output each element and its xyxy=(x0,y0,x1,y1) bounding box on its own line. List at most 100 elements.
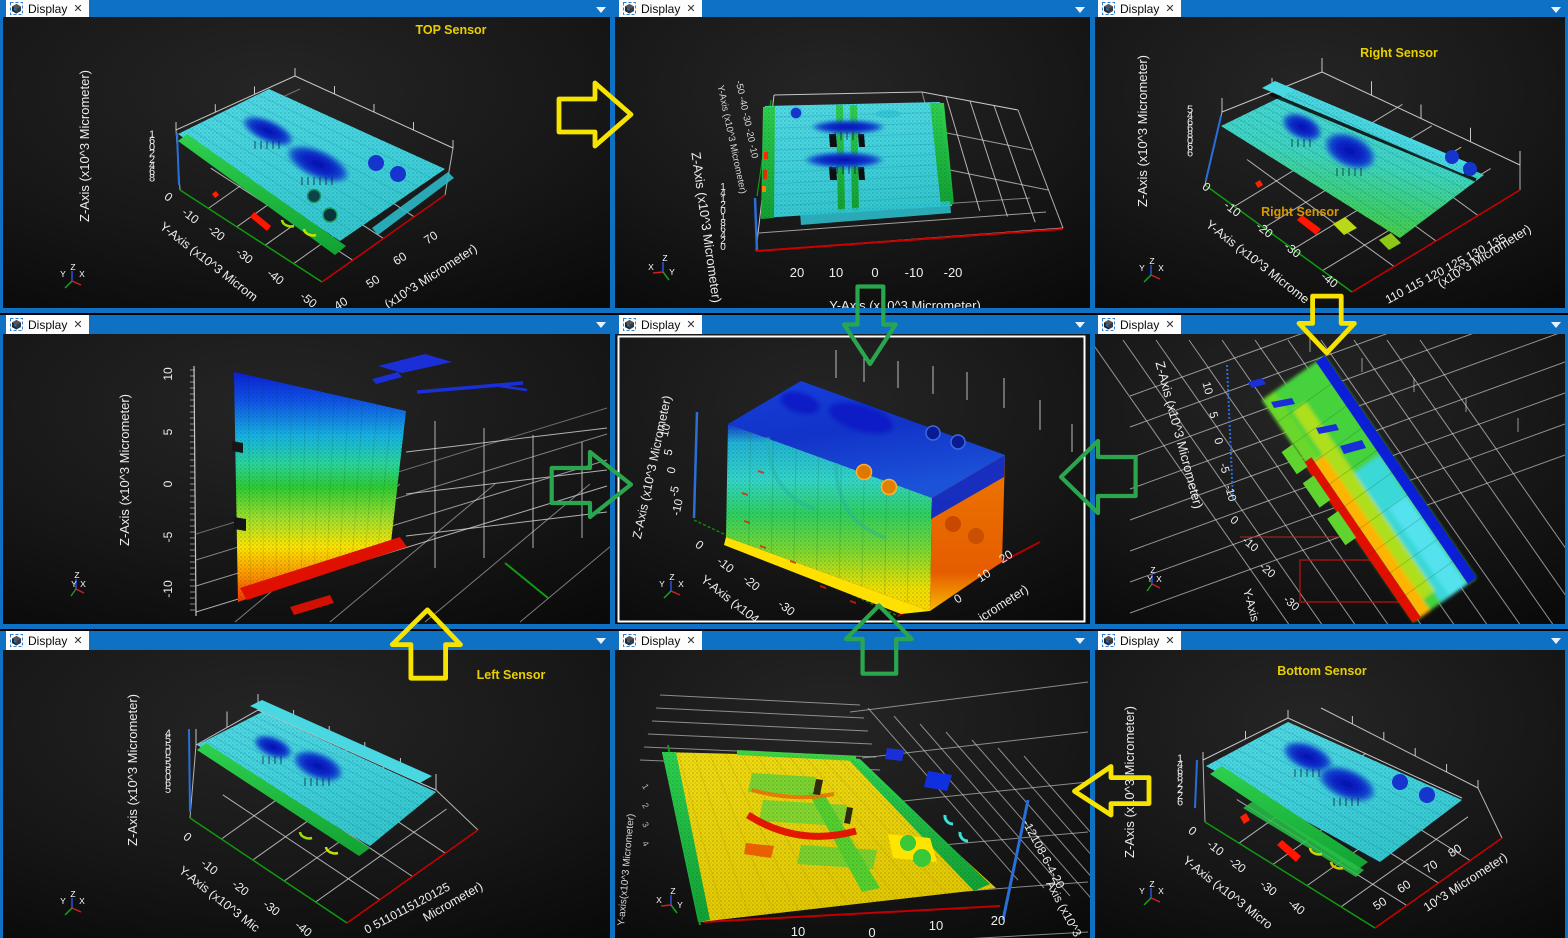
svg-text:-10: -10 xyxy=(670,498,685,517)
svg-text:TOP Sensor: TOP Sensor xyxy=(415,23,486,37)
svg-text:5: 5 xyxy=(161,428,175,435)
svg-text:X: X xyxy=(656,895,662,905)
svg-text:4: 4 xyxy=(1177,759,1183,771)
svg-text:2: 2 xyxy=(149,154,155,166)
svg-text:10: 10 xyxy=(659,423,673,438)
svg-text:5: 5 xyxy=(1187,104,1193,116)
svg-text:8: 8 xyxy=(149,172,155,184)
svg-text:Y: Y xyxy=(1139,886,1145,896)
svg-text:10: 10 xyxy=(791,924,805,938)
svg-text:20: 20 xyxy=(991,913,1005,928)
svg-text:6: 6 xyxy=(1177,765,1183,777)
svg-text:0: 0 xyxy=(666,466,679,475)
svg-text:-10: -10 xyxy=(161,580,175,598)
svg-text:4: 4 xyxy=(640,839,651,848)
svg-text:-20: -20 xyxy=(944,265,963,280)
svg-text:X: X xyxy=(1158,886,1164,896)
svg-text:6: 6 xyxy=(1187,147,1193,159)
svg-text:1: 1 xyxy=(149,129,155,141)
svg-text:Y: Y xyxy=(71,579,77,589)
svg-text:X: X xyxy=(1156,574,1162,584)
svg-text:Z: Z xyxy=(662,253,667,263)
svg-text:X: X xyxy=(648,262,654,272)
svg-text:Z: Z xyxy=(70,889,75,899)
svg-text:0: 0 xyxy=(1211,437,1224,446)
svg-text:Z: Z xyxy=(1150,565,1155,575)
svg-text:6: 6 xyxy=(165,778,171,790)
svg-text:2: 2 xyxy=(720,200,726,211)
svg-text:8: 8 xyxy=(720,218,726,229)
svg-text:Z: Z xyxy=(1149,256,1154,266)
svg-text:Y: Y xyxy=(659,579,665,589)
svg-text:5: 5 xyxy=(165,740,171,752)
svg-text:0: 0 xyxy=(161,480,175,487)
svg-text:Right Sensor: Right Sensor xyxy=(1261,205,1339,219)
svg-text:0: 0 xyxy=(149,141,155,153)
svg-text:1: 1 xyxy=(1177,753,1183,765)
svg-text:2: 2 xyxy=(640,801,651,810)
svg-text:5: 5 xyxy=(1206,411,1219,420)
svg-text:4: 4 xyxy=(720,230,726,241)
svg-text:0: 0 xyxy=(165,747,171,759)
svg-text:-5: -5 xyxy=(161,531,175,542)
svg-text:Y: Y xyxy=(60,269,66,279)
svg-text:3: 3 xyxy=(640,820,651,829)
svg-text:2: 2 xyxy=(1177,784,1183,796)
svg-text:2: 2 xyxy=(1177,778,1183,790)
svg-text:Y: Y xyxy=(60,896,66,906)
svg-text:10: 10 xyxy=(1199,380,1214,395)
svg-text:6: 6 xyxy=(149,135,155,147)
svg-text:Left Sensor: Left Sensor xyxy=(477,668,546,682)
svg-text:Bottom Sensor: Bottom Sensor xyxy=(1277,664,1367,678)
svg-text:2: 2 xyxy=(720,236,726,247)
svg-text:5: 5 xyxy=(165,753,171,765)
svg-text:6: 6 xyxy=(1187,123,1193,135)
svg-text:Y: Y xyxy=(1147,574,1153,584)
svg-text:1: 1 xyxy=(720,212,726,223)
svg-text:10: 10 xyxy=(161,367,175,381)
svg-text:X: X xyxy=(1158,263,1164,273)
svg-text:Z: Z xyxy=(670,886,675,896)
svg-text:5: 5 xyxy=(165,784,171,796)
svg-text:Z-Axis (x10^3 Micrometer): Z-Axis (x10^3 Micrometer) xyxy=(125,694,140,846)
svg-text:1: 1 xyxy=(720,194,726,205)
svg-text:5: 5 xyxy=(165,759,171,771)
svg-text:8: 8 xyxy=(1187,129,1193,141)
svg-text:0: 0 xyxy=(1187,135,1193,147)
svg-text:4: 4 xyxy=(720,188,726,199)
svg-text:5: 5 xyxy=(663,448,676,457)
svg-text:X: X xyxy=(678,579,684,589)
svg-text:X: X xyxy=(79,896,85,906)
svg-text:0: 0 xyxy=(868,925,875,938)
svg-text:5: 5 xyxy=(165,734,171,746)
svg-text:8: 8 xyxy=(1177,772,1183,784)
svg-text:6: 6 xyxy=(1187,141,1193,153)
svg-text:Y: Y xyxy=(669,267,675,277)
svg-text:Y-Axis (x10^3 Micrometer): Y-Axis (x10^3 Micrometer) xyxy=(829,298,981,308)
svg-text:Z-Axis (x10^3 Micrometer): Z-Axis (x10^3 Micrometer) xyxy=(1135,55,1150,207)
svg-text:-10: -10 xyxy=(1222,484,1238,503)
svg-text:10: 10 xyxy=(929,918,943,933)
svg-text:6: 6 xyxy=(149,166,155,178)
svg-text:6: 6 xyxy=(720,224,726,235)
svg-text:-10: -10 xyxy=(905,265,924,280)
svg-text:1: 1 xyxy=(640,782,651,791)
svg-text:6: 6 xyxy=(165,765,171,777)
svg-text:4: 4 xyxy=(149,160,155,172)
svg-text:Z: Z xyxy=(669,572,674,582)
svg-text:4: 4 xyxy=(165,728,171,740)
svg-text:10: 10 xyxy=(829,265,843,280)
svg-text:0: 0 xyxy=(720,242,726,253)
svg-text:6: 6 xyxy=(1187,116,1193,128)
svg-text:6: 6 xyxy=(1177,796,1183,808)
svg-text:Y: Y xyxy=(1139,263,1145,273)
svg-text:Y: Y xyxy=(677,900,683,910)
svg-text:4: 4 xyxy=(1187,110,1193,122)
svg-text:1: 1 xyxy=(720,182,726,193)
svg-text:Right Sensor: Right Sensor xyxy=(1360,46,1438,60)
svg-text:-5: -5 xyxy=(1217,462,1231,475)
svg-text:Z: Z xyxy=(74,570,79,580)
svg-text:Z-Axis (x10^3 Micrometer): Z-Axis (x10^3 Micrometer) xyxy=(117,394,132,546)
svg-text:-5: -5 xyxy=(668,485,682,498)
svg-text:Z: Z xyxy=(1149,879,1154,889)
